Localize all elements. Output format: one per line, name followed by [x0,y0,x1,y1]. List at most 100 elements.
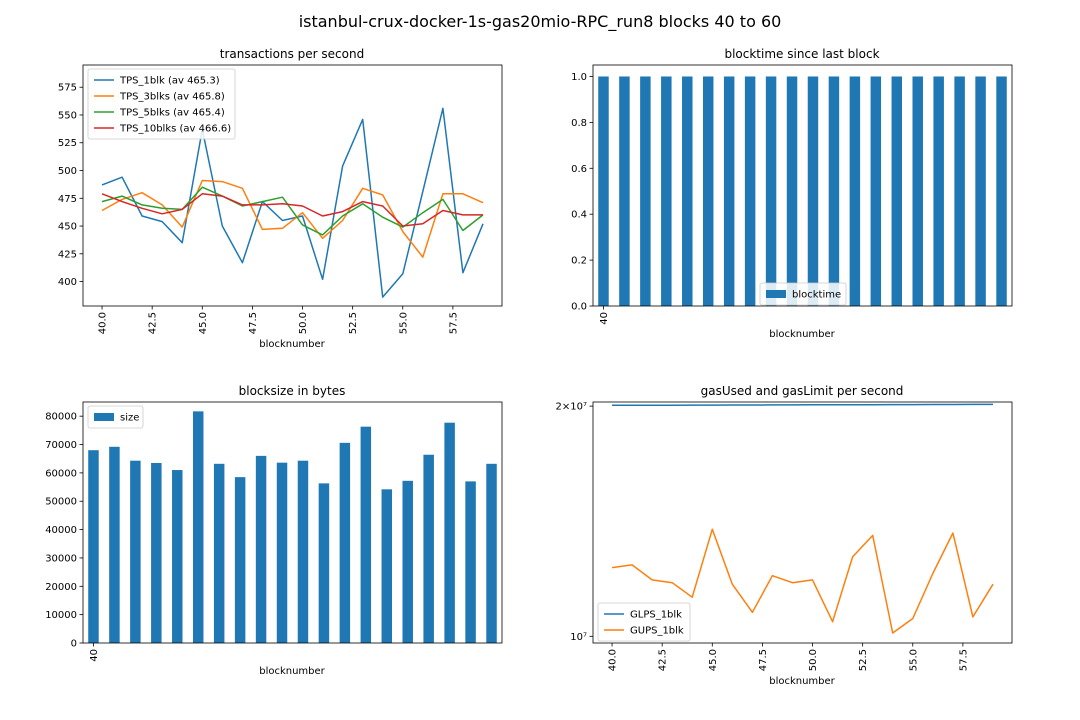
tps-xtick-label: 42.5 [148,312,159,334]
tps-legend-label: TPS_10blks (av 466.6) [119,124,231,135]
gas-xtick-label: 52.5 [858,649,869,671]
blocktime-bar [744,76,756,306]
blocktime-ytick-label: 0.0 [571,302,587,313]
blocktime-bar [619,76,630,306]
blocktime-bar [702,76,714,306]
blocktime-bar [912,76,923,306]
gas-xtick-label: 40.0 [608,649,619,671]
tps-xtick-label: 50.0 [298,312,309,334]
gas-ytick-label: 2×10⁷ [556,402,587,413]
blocksize-bar [276,462,288,643]
gas-ytick-label: 10⁷ [570,632,587,643]
blocktime-bar [723,76,735,306]
gas-xtick-label: 47.5 [758,649,769,671]
blocksize-ytick-label: 80000 [45,412,77,423]
tps-ytick-label: 450 [58,222,77,233]
blocktime-bar [786,76,798,306]
blocktime-bar [828,76,840,306]
blocksize-bar [88,450,99,643]
gas-xtick-label: 55.0 [908,649,919,671]
tps-ytick-label: 575 [58,83,77,94]
gas-series-line-0 [612,403,993,407]
tps-legend-label: TPS_5blks (av 465.4) [119,108,225,119]
blocksize-bar [360,426,372,643]
gas-xtick-label: 57.5 [958,649,969,671]
tps-xtick-label: 47.5 [248,312,259,334]
blocktime-legend-swatch [766,290,786,298]
tps-ytick-label: 500 [58,166,77,177]
blocktime-bar [870,76,882,306]
tps-xtick-label: 57.5 [448,312,459,334]
blocktime-bar [891,76,903,306]
gas-xtick-label: 50.0 [808,649,819,671]
tps-xtick-label: 52.5 [348,312,359,334]
blocksize-bar [151,462,162,643]
tps-ytick-label: 475 [58,194,77,205]
blocksize-ytick-label: 20000 [45,582,77,593]
blocktime-ytick-label: 0.8 [571,118,587,129]
blocksize-legend-swatch [94,413,114,421]
gas-chart: gasUsed and gasLimit per second blocknum… [556,384,1013,687]
blocktime-bar [661,76,672,306]
gas-frame [592,401,1013,644]
blocksize-bar [234,477,246,643]
blocksize-frame [82,401,503,644]
gas-legend-label: GUPS_1blk [630,626,684,637]
blocksize-ytick-label: 10000 [45,610,77,621]
gas-chart-xlabel: blocknumber [769,676,835,687]
blocktime-chart-title: blocktime since last block [724,47,879,61]
blocksize-chart-xlabel: blocknumber [259,666,325,677]
blocktime-bar [849,76,861,306]
blocksize-legend-label: size [120,413,139,424]
tps-ytick-label: 425 [58,249,77,260]
tps-chart-title: transactions per second [220,47,364,61]
blocksize-chart-title: blocksize in bytes [239,384,346,398]
tps-chart: transactions per second blocknumber 400 4… [58,47,503,350]
blocksize-bar [423,454,434,643]
tps-legend-label: TPS_1blk (av 465.3) [119,76,220,87]
tps-xtick-label: 55.0 [398,312,409,334]
gas-xtick-label: 42.5 [658,649,669,671]
blocktime-bar [807,76,819,306]
blocksize-bar [109,446,120,643]
gas-xtick-label: 45.0 [708,649,719,671]
tps-legend-box [87,68,236,140]
blocksize-bar [172,470,183,643]
blocksize-ytick-label: 60000 [45,468,77,479]
tps-legend-label: TPS_3blks (av 465.8) [119,92,225,103]
blocktime-xtick-label: 40 [599,312,610,325]
tps-xtick-label: 40.0 [98,312,109,334]
tps-xtick-label: 45.0 [198,312,209,334]
tps-ytick-label: 400 [58,277,77,288]
tps-series-line-2 [101,186,484,236]
blocktime-frame [592,64,1013,307]
blocktime-bar [765,76,777,306]
gas-legend-label: GLPS_1blk [630,610,682,621]
blocksize-bar [465,481,476,643]
gas-series-line-1 [611,528,994,634]
blocksize-ytick-label: 30000 [45,553,77,564]
blocksize-xtick-label: 40 [89,649,100,662]
figure-title: istanbul-crux-docker-1s-gas20mio-RPC_run… [299,12,782,32]
blocksize-ytick-label: 50000 [45,497,77,508]
blocksize-chart: blocksize in bytes blocknumber 0 10000 200… [45,384,503,677]
blocktime-bar [996,76,1007,306]
blocktime-bar [954,76,965,306]
blocksize-bar [213,463,225,643]
blocksize-ytick-label: 70000 [45,440,77,451]
tps-series-line-3 [101,193,483,227]
tps-chart-xlabel: blocknumber [259,339,325,350]
blocksize-ytick-label: 40000 [45,525,77,536]
gas-chart-title: gasUsed and gasLimit per second [701,384,904,398]
tps-ytick-label: 525 [58,138,77,149]
blocksize-bar [192,411,204,643]
blocktime-bar [975,76,986,306]
blocktime-chart: blocktime since last block blocknumber 0… [571,47,1013,340]
tps-frame [82,64,503,307]
blocksize-bar [402,480,413,643]
blocktime-ytick-label: 0.6 [571,164,587,175]
blocksize-bar [297,460,309,643]
blocktime-legend-box [759,282,847,306]
blocktime-bar [640,76,651,306]
